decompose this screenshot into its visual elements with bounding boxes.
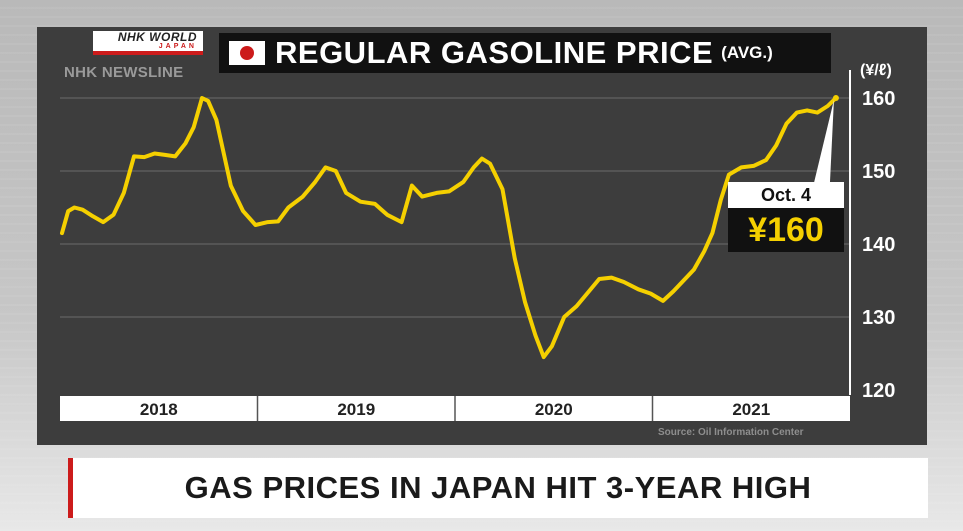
headline: GAS PRICES IN JAPAN HIT 3-YEAR HIGH <box>184 470 812 505</box>
chart-title: REGULAR GASOLINE PRICE <box>275 35 714 70</box>
annotation-pointer <box>813 100 834 183</box>
headline-bar <box>68 458 928 518</box>
brand-subtitle: JAPAN <box>158 43 197 50</box>
y-axis-unit: (¥/ℓ) <box>860 62 892 79</box>
y-tick-label: 130 <box>862 307 895 329</box>
source-note: Source: Oil Information Center <box>658 427 804 438</box>
latest-data-point <box>832 95 839 101</box>
year-label: 2021 <box>732 400 770 419</box>
y-tick-label: 140 <box>862 234 895 256</box>
brand-name: NHK WORLD <box>117 30 197 44</box>
headline-accent <box>68 458 73 518</box>
broadcaster-logo: NHK WORLD JAPAN <box>93 31 203 55</box>
y-tick-label: 150 <box>862 161 895 183</box>
annotation-value: ¥160 <box>728 208 844 252</box>
year-label: 2020 <box>535 400 573 419</box>
chart-subtitle: (AVG.) <box>721 43 773 62</box>
annotation-date: Oct. 4 <box>728 182 844 208</box>
y-tick-label: 120 <box>862 380 895 402</box>
chart-title-box: REGULAR GASOLINE PRICE (AVG.) <box>219 33 831 73</box>
year-label: 2019 <box>337 400 375 419</box>
japan-flag-icon <box>229 41 265 65</box>
year-label: 2018 <box>140 400 178 419</box>
y-tick-label: 160 <box>862 88 895 110</box>
program-name: NHK NEWSLINE <box>64 64 184 81</box>
price-series-line <box>60 96 838 360</box>
